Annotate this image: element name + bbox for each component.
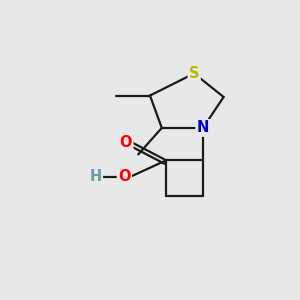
Text: O: O bbox=[120, 135, 132, 150]
Text: S: S bbox=[189, 66, 200, 81]
Text: N: N bbox=[197, 120, 209, 135]
Text: O: O bbox=[118, 169, 130, 184]
Text: H: H bbox=[89, 169, 102, 184]
